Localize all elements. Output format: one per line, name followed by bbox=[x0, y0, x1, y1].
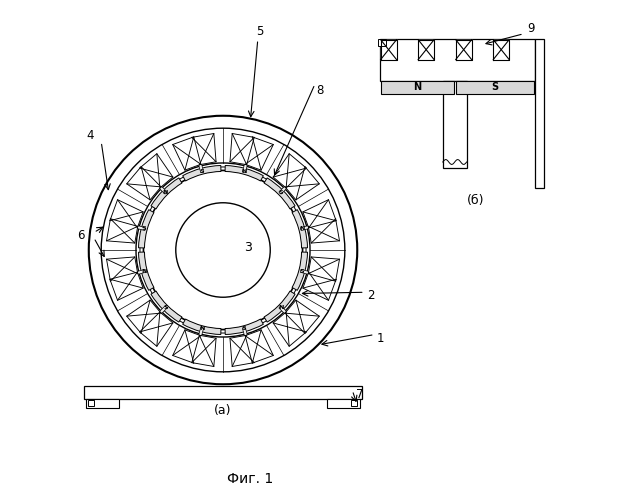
Polygon shape bbox=[127, 166, 161, 200]
Text: 8: 8 bbox=[316, 84, 324, 98]
Wedge shape bbox=[183, 319, 221, 334]
Wedge shape bbox=[139, 252, 154, 290]
Text: 1: 1 bbox=[377, 332, 384, 344]
Text: Фиг. 1: Фиг. 1 bbox=[227, 472, 273, 486]
Text: 9: 9 bbox=[527, 22, 535, 35]
Polygon shape bbox=[140, 154, 173, 188]
Polygon shape bbox=[303, 272, 336, 300]
FancyBboxPatch shape bbox=[86, 398, 118, 407]
Text: N: N bbox=[413, 82, 421, 92]
Polygon shape bbox=[455, 40, 472, 60]
Polygon shape bbox=[198, 163, 203, 172]
Polygon shape bbox=[245, 330, 273, 363]
Wedge shape bbox=[225, 319, 263, 334]
Text: N: N bbox=[163, 190, 168, 195]
FancyBboxPatch shape bbox=[380, 38, 535, 81]
Wedge shape bbox=[264, 291, 295, 322]
Wedge shape bbox=[292, 252, 307, 290]
FancyBboxPatch shape bbox=[455, 81, 534, 94]
Text: N: N bbox=[241, 168, 247, 173]
Polygon shape bbox=[493, 40, 509, 60]
Polygon shape bbox=[159, 306, 167, 314]
Polygon shape bbox=[301, 226, 310, 230]
FancyBboxPatch shape bbox=[535, 38, 544, 188]
Text: S: S bbox=[200, 168, 204, 173]
Wedge shape bbox=[139, 210, 154, 248]
Polygon shape bbox=[243, 163, 248, 172]
Circle shape bbox=[136, 163, 310, 337]
Text: 7: 7 bbox=[356, 388, 364, 400]
Polygon shape bbox=[245, 137, 273, 170]
FancyBboxPatch shape bbox=[84, 386, 362, 398]
Polygon shape bbox=[110, 272, 143, 300]
Text: 2: 2 bbox=[367, 289, 374, 302]
Wedge shape bbox=[151, 291, 182, 322]
Wedge shape bbox=[151, 178, 182, 209]
Circle shape bbox=[101, 128, 345, 372]
Polygon shape bbox=[136, 226, 146, 230]
Polygon shape bbox=[303, 200, 336, 228]
Text: 5: 5 bbox=[256, 24, 264, 38]
Polygon shape bbox=[106, 257, 138, 281]
Polygon shape bbox=[198, 328, 203, 337]
Circle shape bbox=[144, 170, 302, 330]
Polygon shape bbox=[173, 137, 201, 170]
Polygon shape bbox=[308, 219, 340, 243]
Wedge shape bbox=[264, 178, 295, 209]
Polygon shape bbox=[273, 312, 306, 346]
Text: S: S bbox=[163, 305, 168, 310]
Polygon shape bbox=[230, 336, 255, 366]
FancyBboxPatch shape bbox=[381, 81, 454, 94]
Wedge shape bbox=[225, 166, 263, 181]
Circle shape bbox=[176, 203, 270, 297]
Circle shape bbox=[140, 167, 306, 333]
Polygon shape bbox=[285, 300, 319, 334]
Text: N: N bbox=[299, 226, 304, 232]
Polygon shape bbox=[106, 219, 138, 243]
Text: S: S bbox=[299, 268, 304, 274]
Polygon shape bbox=[418, 40, 434, 60]
Polygon shape bbox=[243, 328, 248, 337]
Text: (a): (a) bbox=[214, 404, 232, 416]
Polygon shape bbox=[192, 336, 216, 366]
Polygon shape bbox=[110, 200, 143, 228]
FancyBboxPatch shape bbox=[443, 81, 467, 168]
Text: N: N bbox=[278, 305, 284, 310]
Text: S: S bbox=[142, 226, 147, 232]
Polygon shape bbox=[279, 306, 287, 314]
Text: 4: 4 bbox=[86, 129, 94, 142]
Polygon shape bbox=[308, 257, 340, 281]
Circle shape bbox=[89, 116, 357, 384]
Polygon shape bbox=[159, 186, 167, 194]
Polygon shape bbox=[140, 312, 173, 346]
FancyBboxPatch shape bbox=[328, 398, 360, 407]
Text: (б): (б) bbox=[467, 194, 484, 207]
Text: 3: 3 bbox=[244, 241, 252, 254]
Text: S: S bbox=[242, 326, 246, 332]
Polygon shape bbox=[136, 270, 146, 274]
Text: S: S bbox=[278, 190, 283, 195]
FancyBboxPatch shape bbox=[351, 400, 357, 406]
Polygon shape bbox=[173, 330, 201, 363]
FancyBboxPatch shape bbox=[88, 400, 94, 406]
Polygon shape bbox=[273, 154, 306, 188]
Text: N: N bbox=[142, 268, 147, 274]
Polygon shape bbox=[279, 186, 287, 194]
Wedge shape bbox=[292, 210, 307, 248]
Text: 6: 6 bbox=[77, 228, 85, 241]
Text: N: N bbox=[199, 326, 205, 332]
Polygon shape bbox=[301, 270, 310, 274]
Polygon shape bbox=[285, 166, 319, 200]
Polygon shape bbox=[381, 40, 396, 60]
FancyBboxPatch shape bbox=[378, 38, 386, 46]
Polygon shape bbox=[127, 300, 161, 334]
Polygon shape bbox=[192, 134, 216, 164]
Polygon shape bbox=[230, 134, 255, 164]
Wedge shape bbox=[183, 166, 221, 181]
Text: S: S bbox=[491, 82, 498, 92]
